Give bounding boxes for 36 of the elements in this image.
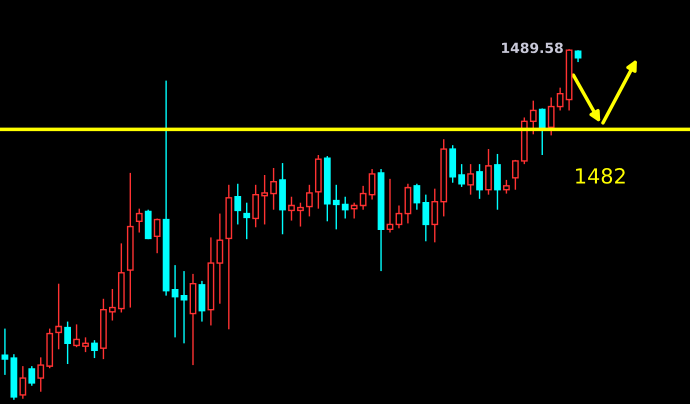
candlestick	[360, 185, 367, 210]
candlestick	[10, 354, 18, 400]
candlestick	[467, 163, 474, 196]
candlestick	[422, 194, 430, 242]
candlestick	[530, 100, 537, 136]
candlestick	[270, 167, 277, 210]
candlestick	[100, 298, 107, 360]
candlestick	[431, 188, 438, 244]
candlestick	[216, 212, 224, 304]
candlestick	[306, 184, 313, 218]
candlestick	[332, 184, 340, 230]
candlestick	[225, 184, 232, 330]
candlestick	[279, 162, 286, 235]
candlestick	[261, 174, 268, 226]
candlestick	[252, 184, 260, 228]
candlestick	[449, 144, 456, 184]
candlestick	[494, 153, 501, 210]
candlestick	[37, 356, 44, 392]
candlestick	[350, 202, 358, 220]
candlestick	[234, 183, 242, 226]
candlestick	[342, 196, 349, 220]
candlestick	[2, 328, 8, 376]
candlestick	[190, 273, 196, 366]
annotation: 1482	[576, 168, 625, 184]
candlestick	[440, 138, 448, 218]
candlestick	[126, 172, 134, 308]
annotation: 1489.58	[502, 42, 563, 54]
candlestick	[208, 236, 214, 326]
candlestick	[109, 288, 116, 322]
candlestick	[55, 283, 62, 350]
candlestick	[136, 208, 143, 234]
candlestick	[180, 270, 188, 344]
candlestick	[243, 202, 250, 240]
candlestick	[314, 154, 322, 210]
candlestick	[172, 264, 178, 338]
candlestick	[64, 320, 71, 365]
